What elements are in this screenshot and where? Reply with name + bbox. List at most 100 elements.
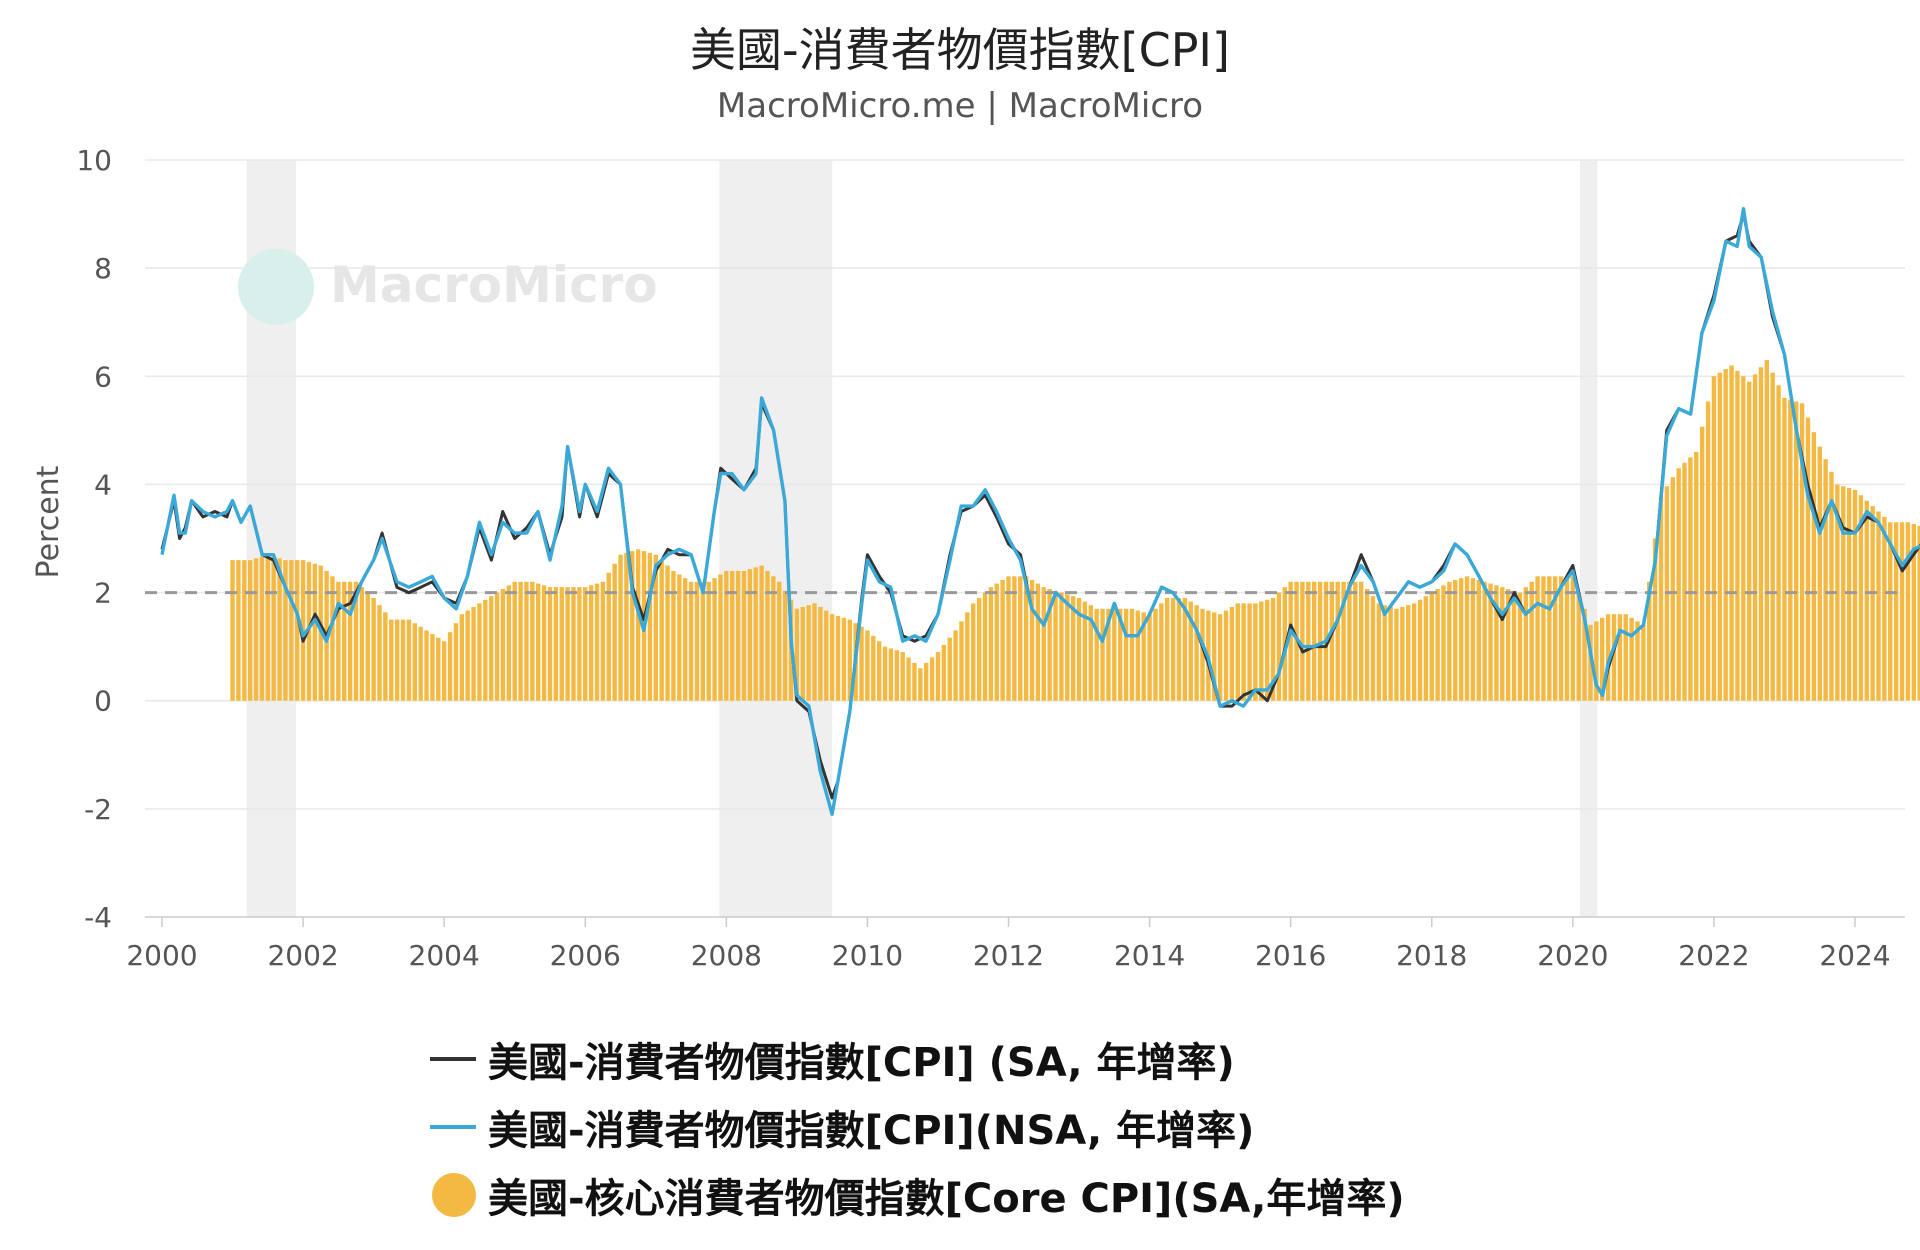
core-cpi-bar (371, 597, 376, 701)
core-cpi-bar (1658, 495, 1664, 701)
core-cpi-bar (271, 556, 276, 701)
core-cpi-bar (1676, 468, 1681, 701)
core-cpi-bar (289, 560, 294, 701)
core-cpi-bar (730, 570, 735, 701)
core-cpi-bar (1429, 592, 1434, 701)
core-cpi-bar (465, 610, 470, 701)
core-cpi-bar (976, 597, 982, 701)
core-cpi-bar (1347, 581, 1352, 701)
core-cpi-bar (312, 563, 318, 701)
core-cpi-bar (1776, 385, 1781, 701)
core-cpi-bar (1006, 576, 1011, 701)
legend-swatch-core-cpi (432, 1173, 476, 1217)
core-cpi-bar (965, 612, 970, 701)
core-cpi-bar (1782, 397, 1787, 701)
core-cpi-bar (1893, 522, 1899, 701)
core-cpi-bar (512, 581, 517, 701)
core-cpi-bar (818, 606, 823, 701)
legend-item-cpi-sa[interactable]: 美國-消費者物價指數[CPI] (SA, 年增率) (430, 1025, 1405, 1093)
core-cpi-bar (377, 605, 382, 701)
core-cpi-bar (406, 619, 412, 701)
core-cpi-bar (900, 652, 905, 701)
core-cpi-bar (612, 563, 617, 701)
core-cpi-bar (1018, 576, 1023, 701)
core-cpi-bar (1411, 603, 1417, 701)
core-cpi-bar (1911, 524, 1916, 701)
core-cpi-bar (1835, 484, 1840, 701)
core-cpi-bar (1176, 597, 1182, 701)
core-cpi-bar (771, 576, 776, 701)
core-cpi-bar (1370, 596, 1376, 701)
core-cpi-bar (1159, 603, 1164, 701)
core-cpi-bar (283, 560, 288, 701)
core-cpi-bar (1588, 625, 1593, 701)
core-cpi-bar (1147, 614, 1152, 701)
core-cpi-bar (618, 554, 623, 701)
core-cpi-bar (330, 576, 335, 701)
y-tick-label: 0 (94, 685, 112, 718)
core-cpi-bar (1788, 399, 1793, 701)
x-tick-label: 2016 (1255, 939, 1326, 972)
core-cpi-bar (1888, 522, 1893, 701)
core-cpi-bar (712, 578, 717, 701)
line-layer (160, 207, 1920, 816)
core-cpi-bar (383, 612, 388, 701)
core-cpi-bar (1170, 597, 1176, 701)
core-cpi-bar (935, 652, 941, 701)
legend-swatch-cpi-nsa (430, 1125, 476, 1129)
core-cpi-bar (1059, 592, 1064, 701)
core-cpi-bar (1423, 596, 1429, 701)
core-cpi-bar (1488, 583, 1493, 701)
core-cpi-bar (1746, 381, 1752, 701)
core-cpi-bar (1082, 601, 1088, 701)
y-tick-label: 6 (94, 360, 112, 393)
core-cpi-bar (259, 556, 265, 701)
legend-label-cpi-nsa: 美國-消費者物價指數[CPI](NSA, 年增率) (488, 1108, 1255, 1154)
core-cpi-bar (1876, 511, 1881, 701)
legend-item-cpi-nsa[interactable]: 美國-消費者物價指數[CPI](NSA, 年增率) (430, 1093, 1405, 1161)
core-cpi-bar (1558, 576, 1564, 701)
core-cpi-bar (1511, 590, 1517, 701)
x-tick-label: 2008 (691, 939, 762, 972)
y-tick-label: 4 (94, 468, 112, 501)
core-cpi-bar (682, 578, 688, 701)
core-cpi-bar (571, 587, 576, 701)
core-cpi-bar (1717, 372, 1722, 701)
core-cpi-bar (336, 581, 341, 701)
core-cpi-bar (741, 570, 747, 701)
x-tick-label: 2010 (832, 939, 903, 972)
core-cpi-bar (1217, 614, 1223, 701)
core-cpi-bar (1353, 581, 1358, 701)
core-cpi-bar (841, 617, 847, 701)
watermark: MacroMicro (238, 249, 658, 325)
x-tick-label: 2012 (973, 939, 1044, 972)
core-cpi-bar (1864, 500, 1869, 701)
core-cpi-bar (447, 632, 453, 701)
x-tick-label: 2006 (550, 939, 621, 972)
core-cpi-bar (1470, 578, 1476, 701)
core-cpi-bar (347, 581, 353, 701)
core-cpi-bar (477, 603, 482, 701)
core-cpi-bar (1259, 601, 1264, 701)
core-cpi-bar (1153, 608, 1158, 701)
legend-item-core-cpi[interactable]: 美國-核心消費者物價指數[Core CPI](SA,年增率) (430, 1161, 1405, 1229)
core-cpi-bar (1752, 374, 1758, 701)
core-cpi-bar (1482, 581, 1487, 701)
core-cpi-bar (1635, 621, 1640, 701)
watermark-logo-icon (238, 249, 314, 325)
core-cpi-bar (1288, 581, 1293, 701)
core-cpi-bar (1264, 599, 1270, 701)
core-cpi-bar (1723, 369, 1728, 701)
core-cpi-bar (577, 587, 582, 701)
core-cpi-bar (1882, 516, 1887, 701)
core-cpi-bar (265, 554, 271, 701)
core-cpi-bar (506, 585, 512, 701)
core-cpi-bar (412, 623, 417, 701)
core-cpi-bar (1100, 608, 1105, 701)
y-tick-label: -4 (84, 901, 112, 934)
core-cpi-bar (694, 581, 700, 701)
core-cpi-bar (1229, 606, 1235, 701)
core-cpi-bar (812, 603, 817, 701)
core-cpi-bar (1505, 588, 1511, 701)
